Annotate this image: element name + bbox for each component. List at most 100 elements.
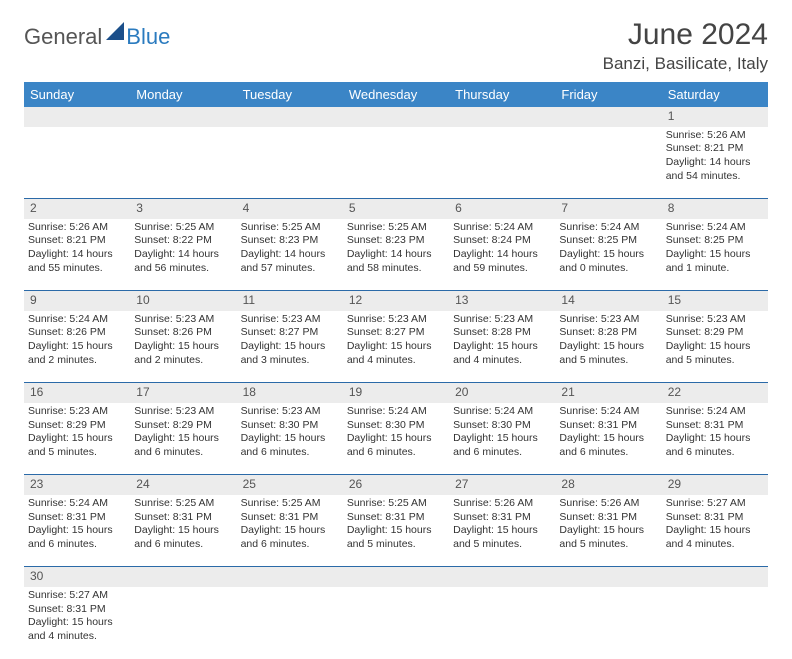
weekday-header: Wednesday xyxy=(343,82,449,107)
day-number xyxy=(130,107,236,127)
daylight-text: Daylight: 15 hours and 4 minutes. xyxy=(666,524,764,551)
day-number: 25 xyxy=(237,475,343,495)
day-number-row: 16171819202122 xyxy=(24,383,768,403)
daylight-text: Daylight: 15 hours and 5 minutes. xyxy=(453,524,551,551)
calendar-table: Sunday Monday Tuesday Wednesday Thursday… xyxy=(24,82,768,659)
sunrise-text: Sunrise: 5:24 AM xyxy=(28,497,126,511)
day-cell: Sunrise: 5:23 AMSunset: 8:29 PMDaylight:… xyxy=(24,403,130,475)
sunrise-text: Sunrise: 5:24 AM xyxy=(666,221,764,235)
day-cell: Sunrise: 5:23 AMSunset: 8:26 PMDaylight:… xyxy=(130,311,236,383)
sunset-text: Sunset: 8:30 PM xyxy=(347,419,445,433)
day-cell: Sunrise: 5:24 AMSunset: 8:31 PMDaylight:… xyxy=(662,403,768,475)
day-cell: Sunrise: 5:23 AMSunset: 8:27 PMDaylight:… xyxy=(343,311,449,383)
daylight-text: Daylight: 15 hours and 6 minutes. xyxy=(28,524,126,551)
sunset-text: Sunset: 8:21 PM xyxy=(666,142,764,156)
weekday-header: Saturday xyxy=(662,82,768,107)
day-cell xyxy=(555,127,661,199)
day-cell xyxy=(555,587,661,659)
day-cell: Sunrise: 5:26 AMSunset: 8:31 PMDaylight:… xyxy=(555,495,661,567)
sunrise-text: Sunrise: 5:23 AM xyxy=(666,313,764,327)
sunset-text: Sunset: 8:22 PM xyxy=(134,234,232,248)
day-number: 14 xyxy=(555,291,661,311)
logo: General Blue xyxy=(24,18,170,50)
day-number: 20 xyxy=(449,383,555,403)
location: Banzi, Basilicate, Italy xyxy=(603,54,768,74)
sunset-text: Sunset: 8:21 PM xyxy=(28,234,126,248)
day-cell: Sunrise: 5:27 AMSunset: 8:31 PMDaylight:… xyxy=(662,495,768,567)
sunset-text: Sunset: 8:29 PM xyxy=(134,419,232,433)
day-cell: Sunrise: 5:25 AMSunset: 8:22 PMDaylight:… xyxy=(130,219,236,291)
day-number xyxy=(24,107,130,127)
day-content-row: Sunrise: 5:24 AMSunset: 8:31 PMDaylight:… xyxy=(24,495,768,567)
daylight-text: Daylight: 15 hours and 6 minutes. xyxy=(559,432,657,459)
day-number xyxy=(130,567,236,587)
day-cell xyxy=(343,127,449,199)
day-cell: Sunrise: 5:27 AMSunset: 8:31 PMDaylight:… xyxy=(24,587,130,659)
sunrise-text: Sunrise: 5:25 AM xyxy=(347,497,445,511)
day-content-row: Sunrise: 5:24 AMSunset: 8:26 PMDaylight:… xyxy=(24,311,768,383)
day-number: 1 xyxy=(662,107,768,127)
weekday-header: Monday xyxy=(130,82,236,107)
sunset-text: Sunset: 8:30 PM xyxy=(241,419,339,433)
sunset-text: Sunset: 8:30 PM xyxy=(453,419,551,433)
day-cell: Sunrise: 5:26 AMSunset: 8:21 PMDaylight:… xyxy=(24,219,130,291)
day-cell: Sunrise: 5:23 AMSunset: 8:29 PMDaylight:… xyxy=(130,403,236,475)
day-cell xyxy=(237,587,343,659)
daylight-text: Daylight: 15 hours and 3 minutes. xyxy=(241,340,339,367)
day-cell: Sunrise: 5:24 AMSunset: 8:24 PMDaylight:… xyxy=(449,219,555,291)
sunrise-text: Sunrise: 5:27 AM xyxy=(666,497,764,511)
sunrise-text: Sunrise: 5:27 AM xyxy=(28,589,126,603)
day-number: 27 xyxy=(449,475,555,495)
day-number xyxy=(343,567,449,587)
sunset-text: Sunset: 8:26 PM xyxy=(134,326,232,340)
sunrise-text: Sunrise: 5:25 AM xyxy=(347,221,445,235)
day-cell: Sunrise: 5:23 AMSunset: 8:28 PMDaylight:… xyxy=(555,311,661,383)
day-cell xyxy=(130,127,236,199)
sunset-text: Sunset: 8:31 PM xyxy=(666,511,764,525)
daylight-text: Daylight: 14 hours and 59 minutes. xyxy=(453,248,551,275)
daylight-text: Daylight: 15 hours and 5 minutes. xyxy=(559,524,657,551)
daylight-text: Daylight: 15 hours and 5 minutes. xyxy=(347,524,445,551)
day-number: 11 xyxy=(237,291,343,311)
sunrise-text: Sunrise: 5:24 AM xyxy=(453,405,551,419)
sunset-text: Sunset: 8:31 PM xyxy=(134,511,232,525)
daylight-text: Daylight: 15 hours and 2 minutes. xyxy=(28,340,126,367)
daylight-text: Daylight: 15 hours and 5 minutes. xyxy=(28,432,126,459)
sunrise-text: Sunrise: 5:24 AM xyxy=(453,221,551,235)
daylight-text: Daylight: 14 hours and 55 minutes. xyxy=(28,248,126,275)
day-number: 17 xyxy=(130,383,236,403)
daylight-text: Daylight: 14 hours and 58 minutes. xyxy=(347,248,445,275)
day-cell: Sunrise: 5:25 AMSunset: 8:23 PMDaylight:… xyxy=(237,219,343,291)
sunset-text: Sunset: 8:29 PM xyxy=(28,419,126,433)
sunrise-text: Sunrise: 5:23 AM xyxy=(134,313,232,327)
day-number: 9 xyxy=(24,291,130,311)
day-cell: Sunrise: 5:25 AMSunset: 8:31 PMDaylight:… xyxy=(130,495,236,567)
day-number: 8 xyxy=(662,199,768,219)
day-number: 19 xyxy=(343,383,449,403)
daylight-text: Daylight: 15 hours and 6 minutes. xyxy=(134,432,232,459)
sunset-text: Sunset: 8:27 PM xyxy=(241,326,339,340)
day-number: 13 xyxy=(449,291,555,311)
sunset-text: Sunset: 8:31 PM xyxy=(28,511,126,525)
weekday-header: Friday xyxy=(555,82,661,107)
day-number: 12 xyxy=(343,291,449,311)
sunrise-text: Sunrise: 5:26 AM xyxy=(453,497,551,511)
sunrise-text: Sunrise: 5:26 AM xyxy=(666,129,764,143)
sunset-text: Sunset: 8:31 PM xyxy=(241,511,339,525)
sunrise-text: Sunrise: 5:23 AM xyxy=(134,405,232,419)
day-cell: Sunrise: 5:23 AMSunset: 8:29 PMDaylight:… xyxy=(662,311,768,383)
sunset-text: Sunset: 8:31 PM xyxy=(666,419,764,433)
sunset-text: Sunset: 8:25 PM xyxy=(666,234,764,248)
daylight-text: Daylight: 15 hours and 2 minutes. xyxy=(134,340,232,367)
sunrise-text: Sunrise: 5:23 AM xyxy=(347,313,445,327)
day-number xyxy=(662,567,768,587)
day-cell xyxy=(24,127,130,199)
sunset-text: Sunset: 8:31 PM xyxy=(559,419,657,433)
daylight-text: Daylight: 14 hours and 57 minutes. xyxy=(241,248,339,275)
month-title: June 2024 xyxy=(603,18,768,52)
sunset-text: Sunset: 8:25 PM xyxy=(559,234,657,248)
sunrise-text: Sunrise: 5:24 AM xyxy=(28,313,126,327)
sunrise-text: Sunrise: 5:24 AM xyxy=(559,405,657,419)
day-cell: Sunrise: 5:24 AMSunset: 8:30 PMDaylight:… xyxy=(449,403,555,475)
daylight-text: Daylight: 15 hours and 6 minutes. xyxy=(347,432,445,459)
